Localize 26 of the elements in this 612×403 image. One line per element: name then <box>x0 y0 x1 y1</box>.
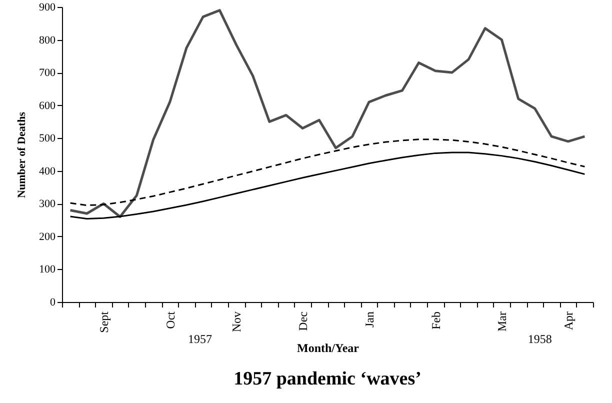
y-tick-label: 800 <box>39 34 56 46</box>
line-series <box>70 152 586 220</box>
x-tick-label: Sept <box>96 310 111 333</box>
x-axis-title: Month/Year <box>297 340 360 355</box>
x-tick-label: Nov <box>230 312 244 332</box>
y-tick-label: 900 <box>39 2 56 14</box>
x-tick-label: Mar <box>495 312 510 332</box>
y-tick-label: 200 <box>39 230 56 243</box>
x-tick-label: Dec <box>296 312 310 331</box>
line-series <box>69 9 586 218</box>
x-tick-label: Jan <box>362 312 376 328</box>
y-tick-label: 400 <box>39 165 56 178</box>
x-tick-label: Feb <box>428 312 443 330</box>
y-tick-label: 100 <box>39 264 56 276</box>
x-tick-label: Apr <box>562 312 576 330</box>
y-tick-label: 600 <box>39 100 56 112</box>
y-tick-label: 700 <box>39 67 56 80</box>
text: 1958 <box>528 332 552 346</box>
y-tick-label: 500 <box>39 132 56 145</box>
text: 1957 <box>188 332 212 346</box>
y-tick-label: 0 <box>50 296 56 308</box>
x-tick-label: Oct <box>163 310 178 329</box>
line-series <box>70 138 586 206</box>
y-tick-label: 300 <box>39 198 56 210</box>
y-axis-title: Number of Deaths <box>16 111 28 198</box>
text: 1957 pandemic ‘waves’ <box>234 368 422 390</box>
